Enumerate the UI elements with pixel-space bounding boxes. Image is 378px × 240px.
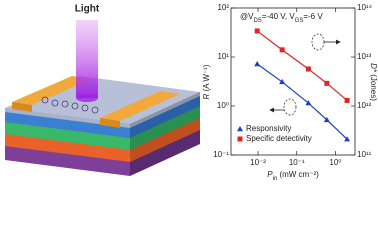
annotation-part: @V	[240, 12, 254, 21]
data-point	[254, 28, 260, 34]
x-label-sub: in	[273, 176, 278, 182]
y-tick-label: 10⁰	[217, 101, 229, 110]
x-tick-label: 10⁰	[329, 158, 341, 167]
y-label-symbol: R	[202, 93, 211, 99]
y-tick-label: 10²	[217, 3, 229, 12]
y2-tick-label: 10¹¹	[357, 150, 372, 159]
y2-axis-label: D* (Jones)	[369, 63, 378, 101]
series-line	[256, 30, 348, 101]
annotation-sub: GS	[295, 18, 304, 24]
device-illustration: Light	[5, 4, 200, 176]
legend-label: Specific detectivity	[246, 134, 312, 143]
electrode-front	[12, 102, 32, 112]
electrode	[100, 91, 180, 121]
electrode-front	[100, 118, 120, 128]
light-beam	[76, 20, 98, 98]
annotation-sub: DS	[253, 18, 261, 24]
data-point	[324, 80, 330, 86]
y-tick-label: 10⁻¹	[213, 150, 229, 159]
x-tick-label: 10⁻²	[250, 158, 266, 167]
y2-tick-label: 10¹³	[357, 52, 372, 61]
x-axis-label: Pin (mW cm⁻²)	[267, 170, 319, 181]
y2-tick-label: 10¹²	[357, 101, 372, 110]
data-point	[305, 66, 311, 72]
data-point	[344, 97, 350, 103]
particles	[41, 96, 99, 114]
legend-marker	[237, 126, 243, 132]
y-label-unit: (A W⁻¹)	[202, 64, 211, 93]
y-axis-label: R (A W⁻¹)	[202, 64, 211, 99]
x-label-symbol: P	[267, 170, 273, 179]
data-point	[254, 60, 261, 67]
data-point	[279, 47, 285, 53]
annotation: @VDS=-40 V, VGS=-6 V	[240, 12, 323, 23]
light-label: Light	[75, 4, 100, 15]
y2-label-unit: (Jones)	[369, 72, 378, 101]
axis-indicators	[283, 33, 325, 116]
data-point	[344, 136, 351, 142]
data-point	[323, 116, 330, 123]
chart: @VDS=-40 V, VGS=-6 V R (A W⁻¹) D* (Jones…	[202, 3, 378, 181]
y2-tick-label: 10¹⁴	[357, 3, 373, 12]
data-point	[279, 78, 286, 85]
annotation-part: =-40 V, V	[262, 12, 296, 21]
annotation-part: =-6 V	[303, 12, 323, 21]
light-spot	[76, 94, 98, 102]
x-label-unit: (mW cm⁻²)	[277, 170, 319, 179]
figure: Light @VDS=-40 V, VGS=-6 V R (A W⁻¹) D* …	[5, 3, 378, 182]
data-point	[305, 100, 312, 106]
electrode	[12, 76, 92, 105]
x-tick-label: 10⁻¹	[289, 158, 305, 167]
y-tick-label: 10¹	[217, 52, 229, 61]
page: {"illustration": {"label": "Light"}, "ch…	[5, 3, 378, 182]
plot-frame	[230, 7, 356, 156]
y2-label-symbol: D*	[369, 63, 378, 73]
legend-label: Responsivity	[246, 124, 291, 133]
layer-film	[5, 108, 130, 128]
layer-film-side	[130, 92, 200, 128]
legend-marker	[237, 136, 243, 142]
